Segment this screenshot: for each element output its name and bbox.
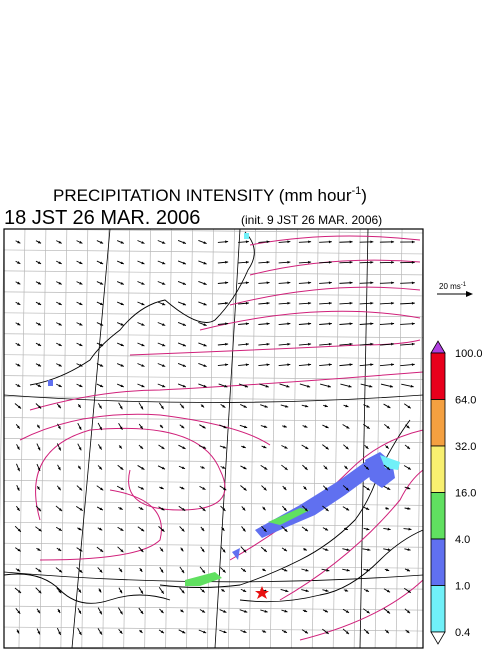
title-end: ) (361, 186, 367, 205)
colorbar-segment (431, 400, 445, 447)
colorbar-label: 100.0 (455, 348, 483, 360)
colorbar-over (431, 341, 445, 353)
title: PRECIPITATION INTENSITY (mm hour-1) (53, 185, 367, 205)
colorbar-label: 0.4 (455, 627, 470, 639)
title-sup: -1 (352, 185, 362, 197)
vector-scale-label: 20 ms-1 (439, 282, 467, 291)
colorbar-segment (431, 493, 445, 540)
colorbar-segment (431, 446, 445, 493)
colorbar-label: 1.0 (455, 581, 470, 593)
title-main: PRECIPITATION INTENSITY (mm hour (53, 186, 352, 205)
scale-arrow-head (466, 291, 473, 297)
init-time: (init. 9 JST 26 MAR. 2006) (241, 213, 382, 227)
map-bg (4, 229, 423, 648)
colorbar-segment (431, 586, 445, 633)
map (0, 229, 423, 650)
scale-label: 20 ms (439, 282, 461, 291)
precip-area (48, 380, 53, 386)
colorbar-label: 4.0 (455, 534, 470, 546)
precip-area (244, 233, 249, 239)
colorbar-segment (431, 539, 445, 586)
colorbar-under (431, 632, 445, 644)
colorbar-label: 32.0 (455, 441, 476, 453)
colorbar-segment (431, 353, 445, 400)
valid-time: 18 JST 26 MAR. 2006 (4, 207, 200, 229)
colorbar-label: 16.0 (455, 488, 476, 500)
vector-scale: 20 ms-1 (437, 282, 473, 297)
scale-sup: -1 (461, 282, 467, 288)
colorbar-label: 64.0 (455, 395, 476, 407)
colorbar: 100.0 64.0 32.0 16.0 4.0 1.0 0.4 (431, 341, 483, 644)
